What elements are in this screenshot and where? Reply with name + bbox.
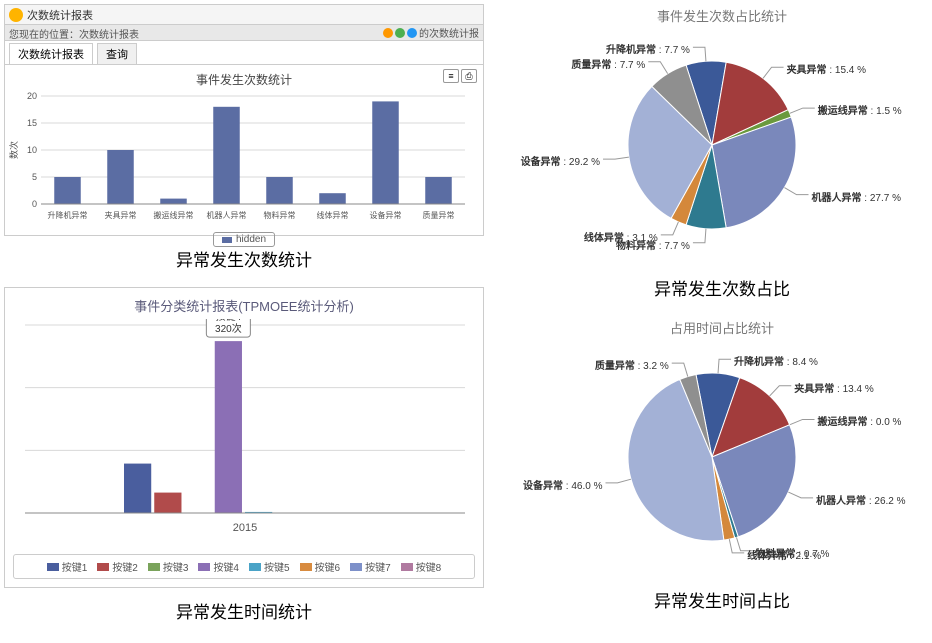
pie-label: 搬运线异常 : 0.0 %	[818, 413, 902, 428]
window-titlebar: 次数统计报表	[5, 5, 483, 25]
svg-text:15: 15	[27, 118, 37, 128]
legend-item[interactable]: 按键5	[249, 559, 290, 574]
svg-text:按键4: 按键4	[216, 319, 242, 323]
chart-title: 事件分类统计报表(TPMOEE统计分析)	[5, 288, 483, 319]
breadcrumb-bar: 您现在的位置：次数统计报表 的次数统计报	[5, 25, 483, 41]
panel-time-bar: 事件分类统计报表(TPMOEE统计分析) 按键4 320次 2015 按键1按键…	[4, 287, 484, 588]
svg-text:0: 0	[32, 199, 37, 209]
time-bar-chart: 按键4 320次 2015	[5, 319, 475, 539]
svg-text:搬运线异常: 搬运线异常	[154, 210, 194, 220]
panel-caption: 异常发生时间占比	[512, 577, 932, 628]
svg-text:20: 20	[27, 91, 37, 101]
pie-label: 质量异常 : 7.7 %	[571, 56, 645, 71]
breadcrumb-text: 您现在的位置：次数统计报表	[9, 26, 139, 39]
pie-label: 机器人异常 : 26.2 %	[816, 492, 905, 507]
pie-label: 夹具异常 : 15.4 %	[787, 61, 866, 76]
svg-text:物料异常: 物料异常	[264, 210, 296, 220]
breadcrumb-right-text: 的次数统计报	[419, 25, 479, 40]
ok-icon	[395, 28, 405, 38]
svg-text:数次: 数次	[8, 141, 19, 159]
panel-time-pie: 占用时间占比统计 升降机异常 : 8.4 % 夹具异常 : 13.4 % 搬运线异常…	[512, 316, 932, 577]
legend-item[interactable]: 按键1	[47, 559, 88, 574]
legend-item[interactable]: 按键4	[198, 559, 239, 574]
panel-caption: 异常发生时间统计	[4, 588, 484, 639]
panel-caption: 异常发生次数占比	[512, 265, 932, 316]
svg-text:设备异常: 设备异常	[370, 210, 402, 220]
window-title: 次数统计报表	[27, 7, 93, 23]
tab[interactable]: 次数统计报表	[9, 43, 93, 64]
pie-label: 设备异常 : 46.0 %	[523, 477, 602, 492]
pie-label: 升降机异常 : 8.4 %	[734, 353, 818, 368]
info-icon	[407, 28, 417, 38]
warn-icon	[383, 28, 393, 38]
legend-multi: 按键1 按键2 按键3 按键4 按键5 按键6 按键7 按键8	[13, 554, 475, 579]
tab[interactable]: 查询	[97, 43, 137, 64]
svg-text:320次: 320次	[215, 322, 242, 335]
tabs: 次数统计报表查询	[5, 41, 483, 65]
legend-swatch	[222, 237, 232, 243]
chart-title: 事件发生次数统计	[5, 65, 483, 90]
print-icon[interactable]: ⎙	[461, 69, 477, 83]
svg-text:5: 5	[32, 172, 37, 182]
pie-label: 线体异常 : 2.1 %	[747, 547, 821, 562]
pie-title: 事件发生次数占比统计	[512, 4, 932, 25]
legend-item[interactable]: 按键2	[97, 559, 138, 574]
app-icon	[9, 8, 23, 22]
svg-text:机器人异常: 机器人异常	[207, 210, 247, 220]
legend-item[interactable]: 按键7	[350, 559, 391, 574]
svg-text:质量异常: 质量异常	[423, 210, 455, 220]
pie-title: 占用时间占比统计	[512, 316, 932, 337]
pie-label: 升降机异常 : 7.7 %	[606, 41, 690, 56]
export-icon[interactable]: ≡	[443, 69, 459, 83]
pie-label: 线体异常 : 3.1 %	[584, 229, 658, 244]
svg-text:升降机异常: 升降机异常	[48, 210, 88, 220]
legend: hidden	[5, 230, 483, 253]
pie-label: 夹具异常 : 13.4 %	[794, 380, 873, 395]
svg-text:2015: 2015	[233, 522, 257, 534]
panel-count-pie: 事件发生次数占比统计 升降机异常 : 7.7 % 夹具异常 : 15.4 % 搬运线…	[512, 4, 932, 265]
legend-label: hidden	[236, 234, 266, 245]
pie-label: 设备异常 : 29.2 %	[521, 153, 600, 168]
svg-text:夹具异常: 夹具异常	[105, 210, 137, 220]
svg-text:10: 10	[27, 145, 37, 155]
count-pie-chart: 升降机异常 : 7.7 % 夹具异常 : 15.4 % 搬运线异常 : 1.5 % 机…	[512, 25, 932, 265]
legend-item[interactable]: 按键3	[148, 559, 189, 574]
panel-count-bar: 次数统计报表 您现在的位置：次数统计报表 的次数统计报 次数统计报表查询 事件发…	[4, 4, 484, 236]
pie-label: 质量异常 : 3.2 %	[595, 357, 669, 372]
count-bar-chart: 0 5 10 15 20 数次升降机异常 夹具异常 搬运线异常 机器人异常 物料异常 线体异常 设备异…	[5, 90, 475, 230]
svg-text:线体异常: 线体异常	[317, 210, 349, 220]
legend-item[interactable]: 按键8	[401, 559, 442, 574]
time-pie-chart: 升降机异常 : 8.4 % 夹具异常 : 13.4 % 搬运线异常 : 0.0 % 机…	[512, 337, 932, 577]
pie-label: 搬运线异常 : 1.5 %	[818, 102, 902, 117]
legend-item[interactable]: 按键6	[300, 559, 341, 574]
pie-label: 机器人异常 : 27.7 %	[812, 189, 901, 204]
